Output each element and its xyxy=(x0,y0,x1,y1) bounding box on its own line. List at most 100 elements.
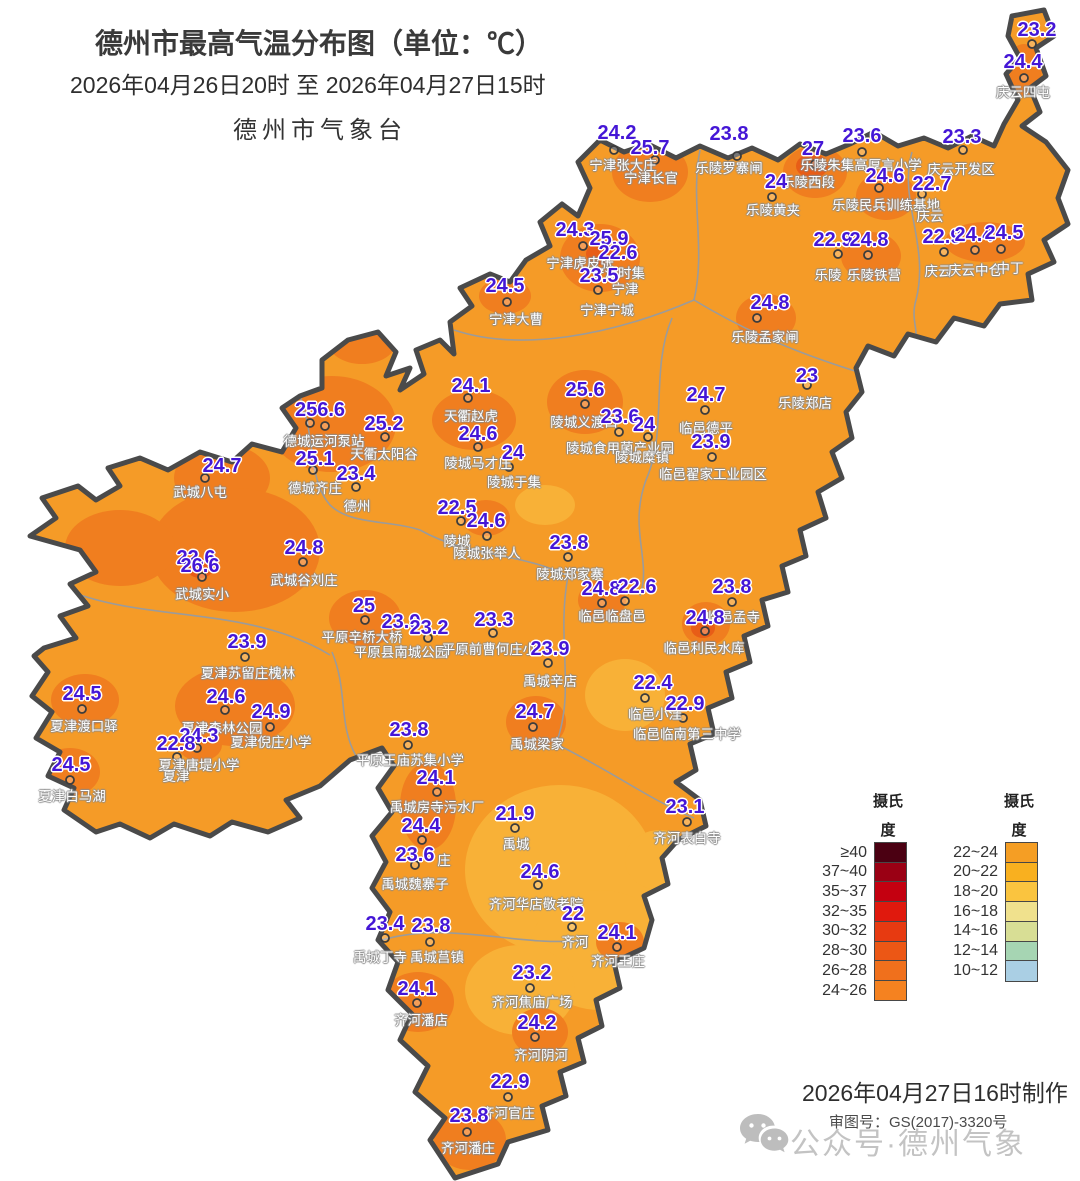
station-marker xyxy=(502,297,512,307)
temp-label: 24.5 xyxy=(62,683,102,705)
legend-row: 16~18 xyxy=(888,901,1038,923)
temp-label: 23.4 xyxy=(365,913,405,935)
station-marker xyxy=(473,442,483,452)
legend-unit-title: 摄氏 xyxy=(1003,793,1034,810)
station-marker xyxy=(833,249,843,259)
legend-row: 22~24 xyxy=(888,842,1038,864)
station-label: 临邑德平 xyxy=(679,421,733,436)
station-label: 平原辛桥大桥 xyxy=(321,630,403,645)
station-label: 陵城义渡口 xyxy=(550,415,618,430)
station-label: 天衢赵虎 xyxy=(444,409,498,424)
station-label: 德州 xyxy=(343,499,371,514)
temp-label: 23.6 xyxy=(395,844,435,866)
station-label: 禹城 xyxy=(502,837,530,852)
legend-color-swatch xyxy=(1005,861,1038,883)
station-label: 齐河焦庙广场 xyxy=(491,995,573,1010)
station-label: 宁津大曹 xyxy=(489,312,543,327)
station-marker xyxy=(417,835,427,845)
station-marker xyxy=(488,628,498,638)
station-label: 宁津长官 xyxy=(624,171,678,186)
station-marker xyxy=(707,452,717,462)
station-label: 武城实小 xyxy=(175,587,229,602)
temp-label: 22.9 xyxy=(665,693,705,715)
station-marker xyxy=(482,531,492,541)
station-marker xyxy=(192,743,202,753)
station-label: 陵城食用菌产业园 xyxy=(566,441,674,456)
legend-column-right: 22~24 20~22 18~20 16~18 14~16 12~14 10~12 xyxy=(888,842,1038,982)
temp-label: 23.9 xyxy=(691,431,731,453)
station-marker xyxy=(643,432,653,442)
temp-label: 23.6 xyxy=(842,125,882,147)
station-label: 宁津时集 xyxy=(591,266,645,281)
station-marker xyxy=(65,775,75,785)
station-label: 乐陵孟家闸 xyxy=(731,330,799,345)
wechat-icon xyxy=(740,1114,789,1153)
temp-label: 23.8 xyxy=(709,123,749,145)
temp-label: 22.6 xyxy=(598,242,638,264)
legend-range-label: 20~22 xyxy=(953,863,998,881)
legend-range-label: 24~26 xyxy=(822,981,867,999)
station-marker xyxy=(172,752,182,762)
legend-unit-left: 摄氏 度 xyxy=(858,788,918,845)
station-label: 乐陵罗寨闸 xyxy=(695,161,763,176)
station-marker xyxy=(403,740,413,750)
station-marker xyxy=(543,658,553,668)
station-label: 齐河华店敬老院 xyxy=(488,897,584,912)
legend-row: ≥40 xyxy=(757,842,907,864)
temp-label: 22.6 xyxy=(176,547,216,569)
station-marker xyxy=(423,633,433,643)
temp-label: 22.4 xyxy=(633,672,673,694)
legend-row: 32~35 xyxy=(757,901,907,923)
legend-row: 35~37 xyxy=(757,881,907,903)
station-marker xyxy=(410,860,420,870)
station-label: 齐河王庄 xyxy=(591,954,645,969)
station-label: 齐河表白寺 xyxy=(653,831,721,846)
temp-label: 25.1 xyxy=(295,448,335,470)
legend-row: 28~30 xyxy=(757,940,907,962)
temp-label: 23.2 xyxy=(1017,19,1057,41)
station-label: 夏津白马湖 xyxy=(38,789,106,804)
temp-label: 25 xyxy=(352,595,376,617)
station-label: 天衢太阳谷 xyxy=(350,447,418,462)
temp-label: 24.8 xyxy=(849,229,889,251)
station-marker xyxy=(767,192,777,202)
temp-label: 23.2 xyxy=(512,962,552,984)
temp-label: 24.8 xyxy=(284,537,324,559)
station-label: 齐河官庄 xyxy=(481,1106,535,1121)
temp-label: 23.6 xyxy=(600,406,640,428)
station-label: 夏津森林公园 xyxy=(181,721,263,736)
legend-color-swatch xyxy=(1005,842,1038,864)
station-marker xyxy=(732,151,742,161)
station-label: 陵城郑家寨 xyxy=(536,567,604,582)
station-label: 陵城于集 xyxy=(487,475,541,490)
station-marker xyxy=(298,557,308,567)
legend-range-label: 30~32 xyxy=(822,922,867,940)
temp-label: 24.2 xyxy=(517,1012,557,1034)
station-marker xyxy=(996,244,1006,254)
station-marker xyxy=(857,147,867,157)
temp-label: 22.5 xyxy=(437,497,477,519)
legend-unit-title: 摄氏 xyxy=(872,793,903,810)
station-marker xyxy=(525,983,535,993)
legend-range-label: 37~40 xyxy=(822,863,867,881)
station-marker xyxy=(614,427,624,437)
station-label: 平原王庙苏集小学 xyxy=(356,753,464,768)
temp-label: 24.7 xyxy=(686,384,726,406)
legend-range-label: 22~24 xyxy=(953,843,998,861)
temp-label: 24.4 xyxy=(954,224,994,246)
station-label: 庄 xyxy=(437,853,451,868)
temp-label: 24 xyxy=(764,171,788,193)
temp-label: 24 xyxy=(501,442,525,464)
station-label: 乐陵铁营 xyxy=(847,268,901,283)
station-label: 禹城魏寨子 xyxy=(381,877,449,892)
temp-label: 24.4 xyxy=(401,815,441,837)
station-marker xyxy=(593,285,603,295)
station-label: 临邑翟家工业园区 xyxy=(659,467,767,482)
legend-row: 37~40 xyxy=(757,861,907,883)
station-label: 宁津虎皮张 xyxy=(546,256,614,271)
legend-color-swatch xyxy=(1005,881,1038,903)
station-marker xyxy=(567,922,577,932)
station-label: 齐河阴河 xyxy=(514,1048,568,1063)
legend-color-swatch xyxy=(874,979,907,1002)
station-label: 武城八屯 xyxy=(173,485,227,500)
